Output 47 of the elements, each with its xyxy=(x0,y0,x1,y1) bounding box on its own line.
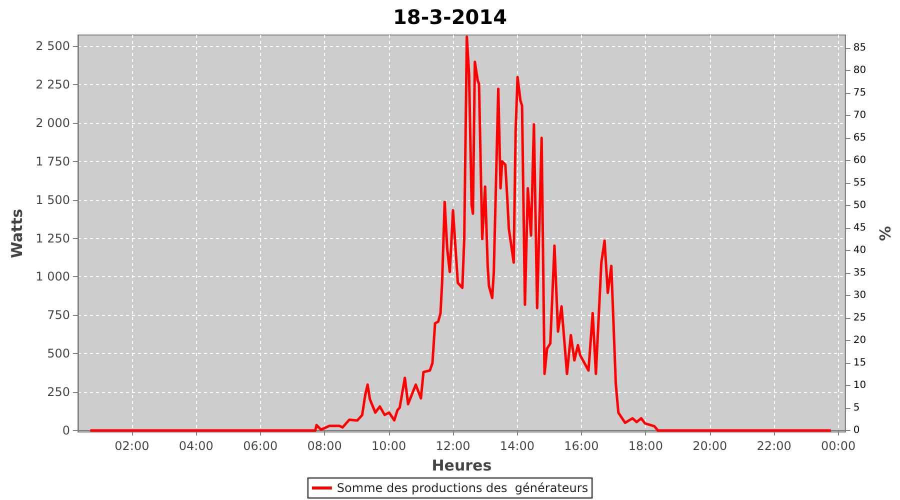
y-tick-label: 0 xyxy=(62,423,70,438)
y2-tick-label: 45 xyxy=(853,222,866,234)
y2-tick-label: 30 xyxy=(853,290,866,302)
x-tick-label: 08:00 xyxy=(307,439,342,453)
x-tick-label: 12:00 xyxy=(436,439,470,453)
y-tick-label: 750 xyxy=(47,308,70,322)
y-tick-label: 1 250 xyxy=(36,231,70,246)
x-tick-label: 00:00 xyxy=(821,439,856,453)
y2-tick-label: 10 xyxy=(853,380,866,392)
y2-tick-label: 75 xyxy=(853,88,866,99)
y-tick-label: 2 250 xyxy=(36,78,70,92)
x-tick-label: 16:00 xyxy=(564,439,599,453)
y2-tick-label: 85 xyxy=(853,42,866,54)
y-tick-label: 500 xyxy=(47,346,70,361)
y2-tick-label: 70 xyxy=(853,110,866,122)
y2-tick-label: 20 xyxy=(853,335,866,346)
y2-tick-label: 60 xyxy=(853,155,866,166)
y2-tick-label: 65 xyxy=(853,132,866,144)
y-tick-label: 1 500 xyxy=(36,192,70,207)
y2-tick-label: 5 xyxy=(853,402,860,414)
line-series xyxy=(88,35,832,432)
x-axis-title: Heures xyxy=(432,456,492,474)
x-tick-label: 20:00 xyxy=(692,439,728,453)
legend-label: Somme des productions des générateurs xyxy=(336,481,588,495)
y-tick-label: 2 500 xyxy=(36,39,70,54)
x-tick-label: 04:00 xyxy=(178,439,214,453)
chart-title: 18-3-2014 xyxy=(392,5,508,29)
y2-tick-label: 35 xyxy=(853,268,866,279)
y2-tick-label: 50 xyxy=(853,200,866,212)
y-tick-label: 1 000 xyxy=(36,270,70,284)
x-tick-label: 10:00 xyxy=(372,439,406,453)
y2-tick-label: 0 xyxy=(853,425,860,436)
x-tick-label: 22:00 xyxy=(756,439,792,453)
y2-tick-label: 80 xyxy=(853,65,866,76)
y-tick-label: 2 000 xyxy=(36,116,70,130)
x-tick-label: 14:00 xyxy=(500,439,535,453)
y2-tick-label: 40 xyxy=(853,245,866,256)
y2-axis-title: % xyxy=(876,226,894,242)
x-tick-label: 02:00 xyxy=(114,439,150,453)
y2-tick-label: 55 xyxy=(853,178,866,189)
x-tick-label: 06:00 xyxy=(243,439,278,453)
y-axis-title: Watts xyxy=(8,208,26,258)
y-tick-label: 1 750 xyxy=(36,154,70,168)
y2-tick-label: 15 xyxy=(853,358,866,369)
x-tick-label: 18:00 xyxy=(628,439,663,453)
y2-tick-label: 25 xyxy=(853,312,866,324)
y-tick-label: 250 xyxy=(47,385,70,400)
